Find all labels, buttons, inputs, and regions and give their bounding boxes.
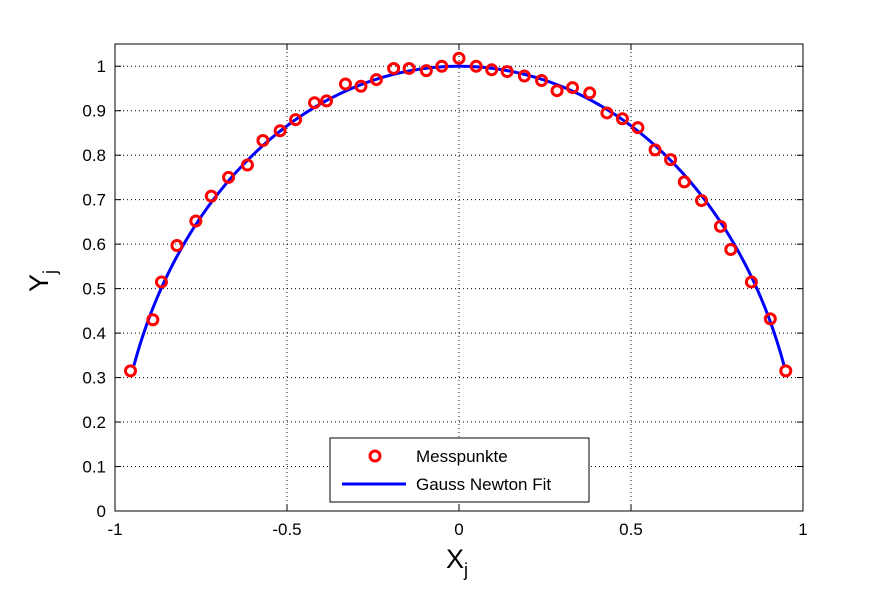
data-point — [204, 189, 218, 203]
data-point — [615, 112, 629, 126]
x-tick-label: -0.5 — [272, 520, 301, 539]
data-point — [648, 143, 662, 157]
data-point — [550, 84, 564, 98]
y-tick-label: 0.1 — [82, 458, 106, 477]
data-points — [123, 51, 793, 378]
y-tick-label: 1 — [97, 57, 106, 76]
y-tick-label: 0.5 — [82, 280, 106, 299]
data-point — [452, 51, 466, 65]
y-tick-label: 0.6 — [82, 235, 106, 254]
data-point — [154, 275, 168, 289]
legend: Messpunkte Gauss Newton Fit — [329, 437, 590, 503]
data-point — [713, 219, 727, 233]
y-tick-label: 0.8 — [82, 146, 106, 165]
data-point — [189, 214, 203, 228]
data-point — [583, 86, 597, 100]
y-tick-label: 0.7 — [82, 191, 106, 210]
data-point — [387, 61, 401, 75]
tick-marks — [114, 44, 804, 512]
data-point — [435, 59, 449, 73]
y-tick-label: 0 — [97, 502, 106, 521]
legend-entry-messpunkte: Messpunkte — [416, 447, 508, 466]
data-point — [123, 364, 137, 378]
y-tick-label: 0.2 — [82, 413, 106, 432]
data-point — [354, 79, 368, 93]
data-point — [763, 312, 777, 326]
plot-area — [115, 44, 803, 511]
legend-marker-icon — [368, 449, 382, 463]
y-axis-label: Yj — [24, 270, 60, 292]
y-tick-label: 0.4 — [82, 324, 106, 343]
y-tick-label: 0.9 — [82, 102, 106, 121]
data-point — [419, 64, 433, 78]
data-point — [744, 275, 758, 289]
data-point — [517, 69, 531, 83]
x-tick-label: -1 — [107, 520, 122, 539]
x-tick-label: 0.5 — [619, 520, 643, 539]
data-point — [677, 175, 691, 189]
y-tick-labels: 0 0.1 0.2 0.3 0.4 0.5 0.6 0.7 0.8 0.9 1 — [82, 57, 106, 521]
data-point — [664, 153, 678, 167]
data-point — [146, 313, 160, 327]
data-point — [256, 134, 270, 148]
data-point — [273, 124, 287, 138]
data-point — [170, 238, 184, 252]
x-tick-label: 1 — [798, 520, 807, 539]
data-point — [600, 106, 614, 120]
data-point — [222, 170, 236, 184]
legend-entry-gauss-newton-fit: Gauss Newton Fit — [416, 475, 551, 494]
x-tick-label: 0 — [454, 520, 463, 539]
data-point — [338, 77, 352, 91]
data-point — [500, 65, 514, 79]
data-point — [240, 158, 254, 172]
data-point — [469, 59, 483, 73]
data-point — [779, 364, 793, 378]
data-point — [308, 96, 322, 110]
data-point — [724, 242, 738, 256]
legend-box — [329, 437, 590, 503]
data-point — [369, 73, 383, 87]
data-point — [289, 113, 303, 127]
x-tick-labels: -1 -0.5 0 0.5 1 — [107, 520, 807, 539]
y-tick-label: 0.3 — [82, 369, 106, 388]
data-point — [566, 81, 580, 95]
data-point — [631, 121, 645, 135]
data-point — [320, 94, 334, 108]
x-axis-label: Xj — [446, 544, 468, 580]
data-point — [535, 73, 549, 87]
data-point — [695, 194, 709, 208]
data-point — [402, 61, 416, 75]
data-point — [485, 63, 499, 77]
